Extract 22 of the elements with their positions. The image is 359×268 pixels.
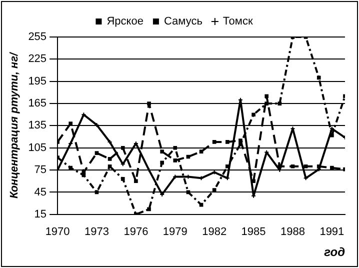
y-tick-label: 75 — [34, 164, 47, 176]
y-tick-label: 195 — [28, 75, 47, 88]
y-tick-label: 105 — [28, 142, 47, 154]
y-tick-label: 135 — [28, 120, 47, 132]
x-tick-label: 1970 — [45, 226, 70, 238]
y-tick-label: 255 — [28, 31, 47, 44]
legend-label: Самусь — [164, 16, 203, 28]
x-axis-title: год — [324, 245, 345, 260]
x-tick-label: 1985 — [241, 226, 266, 238]
y-tick-label: 165 — [28, 98, 47, 110]
x-tick-label: 1982 — [202, 226, 227, 238]
x-tick-label: 1991 — [320, 226, 344, 238]
x-tick-label: 1973 — [84, 226, 109, 238]
x-tick-label: 1988 — [280, 226, 305, 238]
y-axis-title: Концентрация ртути, нг/ — [8, 50, 21, 199]
x-tick-label: 1976 — [124, 226, 148, 238]
legend-label: Томск — [222, 16, 253, 28]
y-tick-label: 45 — [34, 186, 47, 198]
y-tick-label: 15 — [34, 208, 47, 220]
x-tick-label: 1979 — [162, 226, 188, 238]
legend-label: Ярское — [106, 16, 144, 28]
y-tick-label: 225 — [28, 53, 47, 66]
